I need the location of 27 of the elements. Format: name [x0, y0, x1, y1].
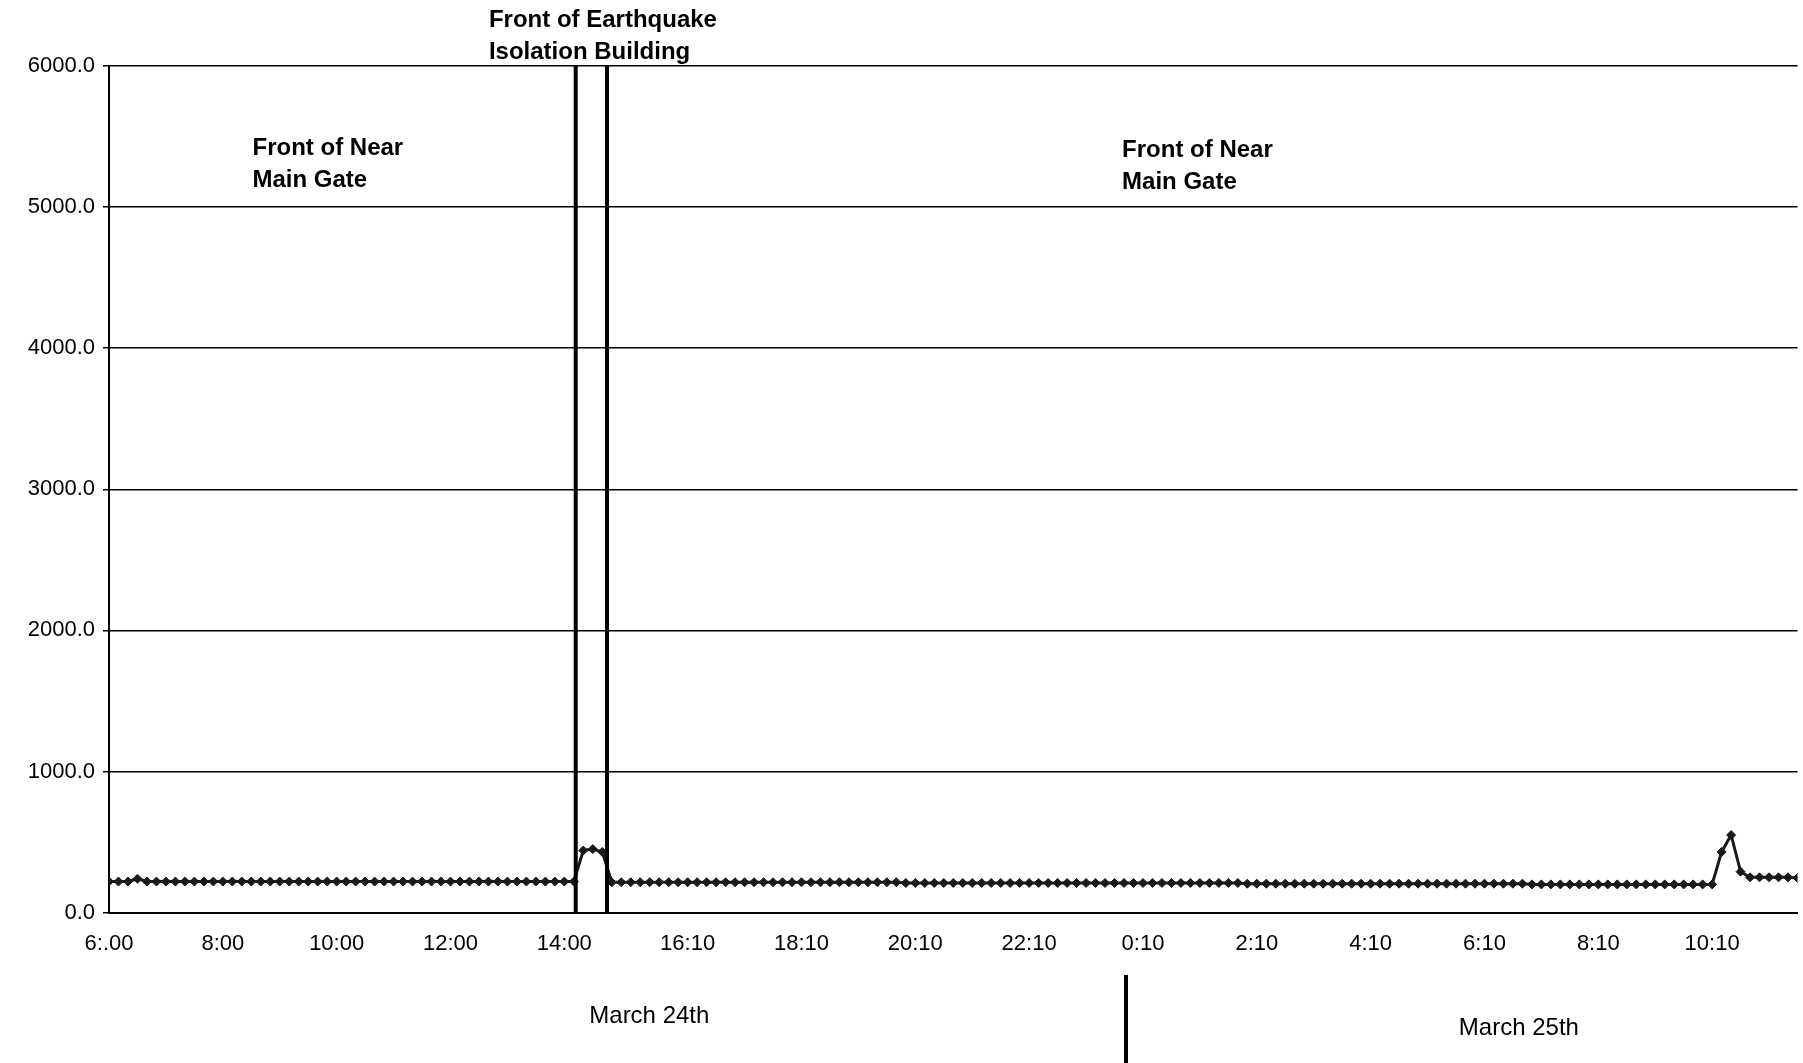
- x-tick-label: 10:00: [309, 929, 365, 955]
- x-tick-label: 8:00: [201, 929, 245, 955]
- y-tick-label: 3000.0: [27, 475, 95, 501]
- annotation: Front of Near Main Gate: [1122, 134, 1273, 194]
- x-tick-label: 22:10: [1001, 929, 1057, 955]
- text: March 25th: [1458, 1013, 1579, 1041]
- y-tick-label: 0.0: [64, 898, 95, 924]
- y-tick-label: 6000.0: [27, 52, 95, 78]
- y-tick-label: 1000.0: [27, 757, 95, 783]
- x-tick-label: 8:10: [1576, 929, 1620, 955]
- x-tick-label: 20:10: [887, 929, 943, 955]
- x-tick-label: 14:00: [536, 929, 592, 955]
- x-tick-label: 2:10: [1235, 929, 1279, 955]
- y-tick-label: 4000.0: [27, 334, 95, 360]
- y-tick-label: 2000.0: [27, 616, 95, 642]
- x-tick-label: 10:10: [1684, 929, 1740, 955]
- x-tick-label: 4:10: [1349, 929, 1393, 955]
- x-tick-label: 0:10: [1121, 929, 1165, 955]
- text: March 24th: [589, 1001, 710, 1029]
- x-tick-label: 12:00: [422, 929, 479, 955]
- x-tick-label: 6:10: [1463, 929, 1506, 955]
- y-tick-label: 5000.0: [27, 193, 95, 219]
- annotation: Front of Near Main Gate: [252, 132, 404, 192]
- text: Front of Earthquake Isolation Building: [488, 4, 717, 64]
- x-tick-label: 18:10: [773, 929, 830, 955]
- x-tick-label: 16:10: [660, 929, 716, 955]
- x-tick-label: 6:.00: [84, 929, 134, 955]
